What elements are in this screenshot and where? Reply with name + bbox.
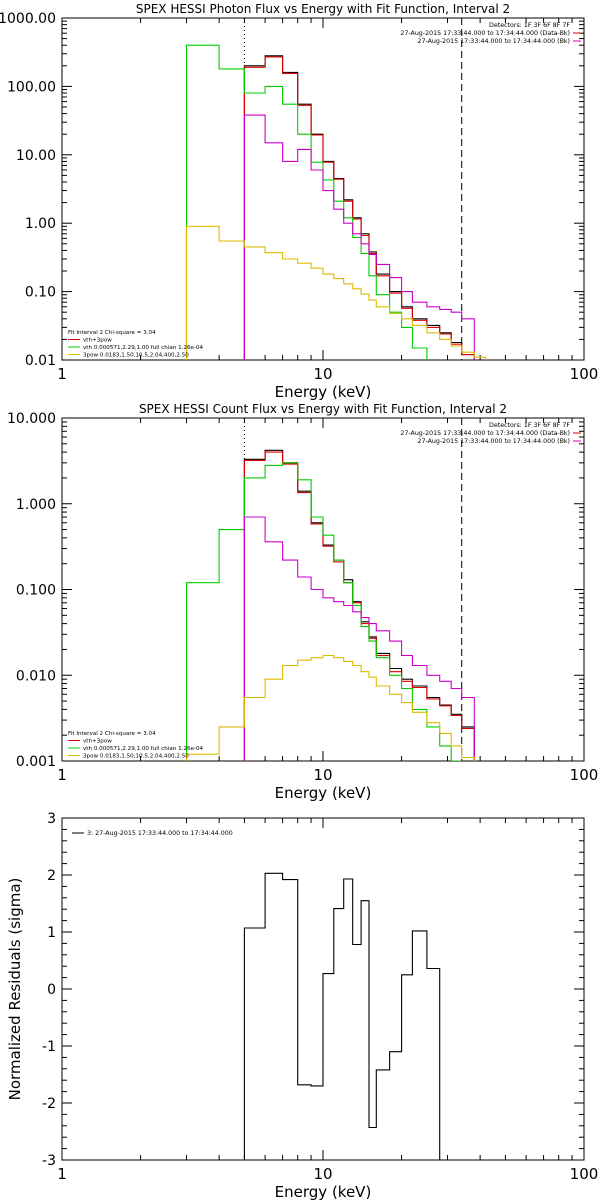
header-text: 27-Aug-2015 17:33:44.000 to 17:34:44.000… <box>400 30 570 37</box>
fit-info-text: 3pow 0.0183,1.50,10.5,2.04,400,2.50 <box>83 353 189 359</box>
header-text: 27-Aug-2015 17:33:44.000 to 17:34:44.000… <box>417 38 570 45</box>
fit-info-text: vth+3pow <box>83 338 112 344</box>
y-tick-label: 0.010 <box>16 668 56 684</box>
series-line-1 <box>243 56 475 360</box>
x-tick-label: 10 <box>313 1165 332 1183</box>
series-line-2 <box>185 462 462 761</box>
residuals-panel: 1 10 100 -3 -2 -1 0 1 2 3 Energy (keV) Normalized R… <box>6 811 598 1200</box>
x-tick-label: 100 <box>570 365 599 383</box>
y-tick-label: -2 <box>42 1096 56 1112</box>
x-tick-label: 1 <box>57 766 67 784</box>
y-tick-label: 0.100 <box>16 583 56 599</box>
x-tick-label: 100 <box>570 1165 599 1183</box>
x-axis-label: Energy (keV) <box>275 784 372 802</box>
y-tick-label: 0.001 <box>16 754 56 770</box>
chart-title: SPEX HESSI Photon Flux vs Energy with Fi… <box>136 2 510 16</box>
fit-info-text: Fit Interval 2 Chi-square = 3.04 <box>68 731 156 737</box>
fit-info-text: Fit Interval 2 Chi-square = 3.04 <box>68 330 156 336</box>
y-tick-label: 0 <box>47 982 56 998</box>
series-line-4 <box>185 654 531 761</box>
series-line-3 <box>243 114 475 360</box>
fit-info-text: vth 0.000571,2.29,1.00 full chian 1.26e-… <box>83 345 204 351</box>
header-text: 27-Aug-2015 17:33:44.000 to 17:34:44.000… <box>400 430 570 437</box>
series-line-4 <box>185 225 497 360</box>
series-line-1 <box>243 451 475 761</box>
photon-flux-panel: SPEX HESSI Photon Flux vs Energy with Fi… <box>0 2 599 401</box>
y-tick-label: 10.00 <box>16 148 56 164</box>
x-tick-label: 10 <box>313 766 332 784</box>
y-tick-label: 0.10 <box>25 285 56 301</box>
series-line-3 <box>243 516 475 761</box>
y-axis-label: Normalized Residuals (sigma) <box>6 878 24 1101</box>
y-tick-label: -3 <box>42 1153 56 1169</box>
x-tick-label: 1 <box>57 1165 67 1183</box>
header-text: 27-Aug-2015 17:33:44.000 to 17:34:44.000… <box>417 438 570 445</box>
y-tick-label: 1000.00 <box>0 11 56 27</box>
series-line-0 <box>243 872 441 1160</box>
legend-text: 3: 27-Aug-2015 17:33:44.000 to 17:34:44.… <box>87 830 233 837</box>
y-tick-label: 100.00 <box>7 79 56 95</box>
fit-info-text: vth+3pow <box>83 739 112 745</box>
x-tick-label: 100 <box>570 766 599 784</box>
y-tick-label: 1.000 <box>16 497 56 513</box>
y-tick-label: 1.00 <box>25 216 56 232</box>
x-axis-label: Energy (keV) <box>275 1183 372 1200</box>
series-line-0 <box>243 55 475 360</box>
x-axis-label: Energy (keV) <box>275 383 372 401</box>
y-tick-label: 1 <box>47 925 56 941</box>
y-tick-label: 3 <box>47 811 56 827</box>
count-flux-panel: SPEX HESSI Count Flux vs Energy with Fit… <box>7 402 599 802</box>
x-tick-label: 10 <box>313 365 332 383</box>
fit-info-text: vth 0.000571,2.29,1.00 full chian 1.26e-… <box>83 746 204 752</box>
header-text: Detectors: 1F 3F 6F 8F 7F <box>489 22 570 29</box>
x-tick-label: 1 <box>57 365 67 383</box>
y-tick-label: 10.000 <box>7 411 56 427</box>
chart-title: SPEX HESSI Count Flux vs Energy with Fit… <box>139 402 507 416</box>
header-text: Detectors: 1F 3F 6F 8F 7F <box>489 422 570 429</box>
y-tick-label: -1 <box>42 1039 56 1055</box>
y-tick-label: 0.01 <box>25 353 56 369</box>
fit-info-text: 3pow 0.0183,1.50,10.5,2.04,400,2.50 <box>83 754 189 760</box>
y-tick-label: 2 <box>47 868 56 884</box>
